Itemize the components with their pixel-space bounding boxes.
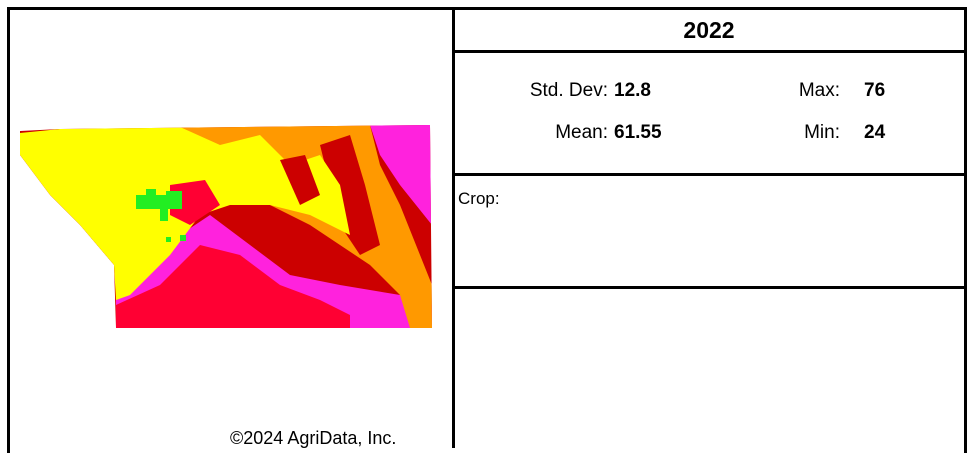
min-label: Min: xyxy=(804,122,840,143)
zone-green xyxy=(166,237,171,242)
yield-map xyxy=(20,125,432,328)
crop-label: Crop: xyxy=(458,189,500,208)
mean-label: Mean: xyxy=(555,122,608,143)
std-dev-value: 12.8 xyxy=(614,80,651,101)
mean-value: 61.55 xyxy=(614,122,662,143)
copyright-text: ©2024 AgriData, Inc. xyxy=(230,428,397,448)
zone-green xyxy=(166,191,182,201)
zone-dark-red xyxy=(320,135,380,255)
panel-divider xyxy=(452,7,455,448)
year-divider xyxy=(452,50,967,53)
stats-divider xyxy=(452,173,967,176)
year-title: 2022 xyxy=(683,17,735,43)
min-value: 24 xyxy=(864,122,886,143)
zone-green xyxy=(160,209,168,221)
zone-dark-red xyxy=(280,155,320,205)
max-label: Max: xyxy=(798,80,840,101)
zone-pink xyxy=(370,125,432,225)
std-dev-label: Std. Dev: xyxy=(529,80,608,101)
legend-frame xyxy=(7,7,967,453)
zone-red xyxy=(170,180,220,225)
zone-green xyxy=(180,235,186,241)
crop-divider xyxy=(452,286,967,289)
zone-red xyxy=(116,245,350,328)
max-value: 76 xyxy=(864,80,886,101)
zone-green xyxy=(146,189,156,197)
